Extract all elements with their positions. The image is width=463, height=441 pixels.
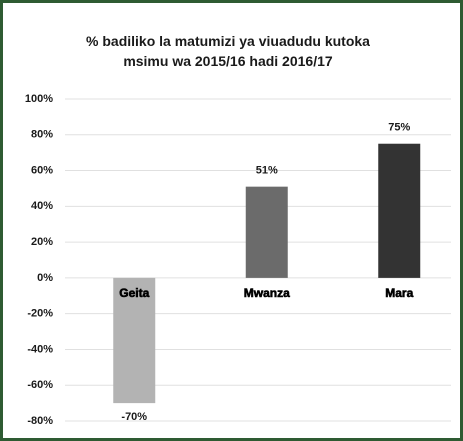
y-tick-label: -20%: [27, 308, 53, 320]
x-tick-label: Geita: [119, 286, 149, 300]
y-tick-label: 60%: [31, 164, 53, 176]
value-label: -70%: [121, 411, 147, 423]
x-tick-label: Mwanza: [244, 286, 290, 300]
y-tick-label: 40%: [31, 200, 53, 212]
y-tick-label: 20%: [31, 236, 53, 248]
value-label: 51%: [256, 165, 278, 177]
value-label: 75%: [388, 122, 410, 134]
y-tick-label: -80%: [27, 415, 53, 427]
bar: [113, 277, 156, 404]
y-tick-label: 100%: [25, 93, 53, 105]
bar: [245, 186, 288, 278]
y-tick-label: -60%: [27, 379, 53, 391]
y-tick-label: 80%: [31, 129, 53, 141]
y-tick-label: 0%: [37, 272, 53, 284]
bar: [378, 143, 421, 278]
y-tick-label: -40%: [27, 343, 53, 355]
chart-title: % badiliko la matumizi ya viuadudu kutok…: [86, 33, 370, 69]
chart: -80% -60% -40% -20% 0% 20% 40% 60% 80% 100% -70% Ge…: [25, 93, 451, 427]
x-tick-label: Mara: [385, 286, 413, 300]
